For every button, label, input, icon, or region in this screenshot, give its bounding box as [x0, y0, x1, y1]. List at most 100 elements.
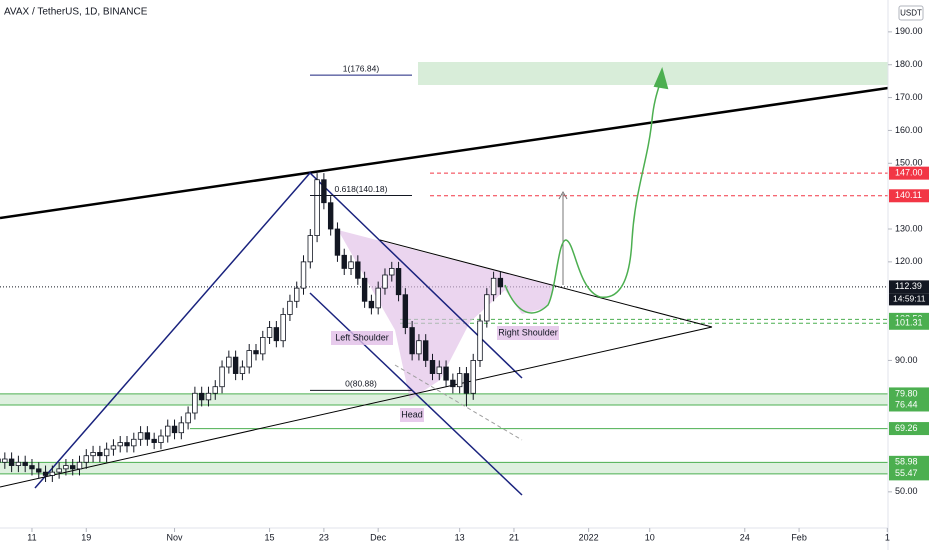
price-badge — [889, 316, 929, 330]
y-tick-label: 160.00 — [895, 125, 923, 135]
candle-body — [463, 373, 470, 394]
x-tick-label: 11 — [27, 532, 36, 542]
candle-body — [76, 461, 83, 470]
y-tick-label: 90.00 — [895, 355, 918, 365]
candle-body — [246, 350, 252, 368]
candle-body — [131, 438, 137, 447]
candle-body — [436, 366, 442, 374]
candle-body — [389, 268, 395, 276]
x-tick-label: Nov — [167, 532, 184, 542]
channel-line — [34, 171, 523, 489]
candle-body — [490, 277, 497, 296]
pattern-label-bg — [497, 326, 559, 340]
candle-body — [137, 432, 144, 440]
candle-body — [368, 300, 375, 309]
price-badge-label: 112.39 — [895, 281, 922, 291]
candle-body — [56, 468, 62, 473]
candle-body — [49, 471, 56, 476]
x-tick-label: 21 — [509, 532, 519, 542]
x-tick-label: 10 — [645, 532, 655, 542]
price-badge-label: 55.47 — [895, 468, 918, 478]
candle-body — [226, 356, 232, 368]
candle-body — [477, 320, 483, 361]
y-tick-label: 130.00 — [895, 223, 923, 233]
support-zone — [0, 393, 888, 405]
price-badge-label: 101.31 — [895, 318, 923, 328]
candle-body — [219, 366, 225, 388]
pattern-label-bg — [331, 331, 393, 345]
candle-body — [307, 235, 314, 263]
candle-body — [232, 356, 239, 374]
x-tick-label: 24 — [740, 532, 750, 542]
triangle-line — [379, 239, 713, 328]
x-tick-label: 23 — [319, 532, 329, 542]
x-tick-label: 15 — [265, 532, 275, 542]
candle-body — [22, 461, 28, 466]
x-tick-label: 2022 — [579, 532, 599, 542]
candle-body — [443, 366, 449, 381]
candle-body — [205, 392, 212, 401]
candle-body — [165, 425, 171, 437]
candle-body — [15, 461, 22, 466]
fib-label: 0(80.88) — [345, 379, 377, 389]
candle-body — [294, 287, 300, 302]
candle-body — [429, 360, 436, 374]
price-badge — [889, 280, 929, 294]
candle-body — [185, 412, 191, 424]
candle-body — [314, 179, 320, 236]
triangle-line — [0, 326, 713, 488]
x-tick-label: Dec — [370, 532, 387, 542]
candle-body — [300, 261, 307, 289]
candle-body — [124, 442, 130, 447]
price-badge — [889, 189, 929, 203]
price-badge — [889, 422, 929, 436]
y-tick-label: 50.00 — [895, 486, 918, 496]
candle-body — [83, 455, 89, 463]
price-badge-label: 79.80 — [895, 388, 918, 398]
y-tick-label: 190.00 — [895, 26, 923, 36]
chart-title: AVAX / TetherUS, 1D, BINANCE — [4, 7, 148, 18]
candle-body — [280, 314, 286, 342]
x-tick-label: 13 — [455, 532, 465, 542]
candle-body — [8, 458, 15, 466]
candle-body — [327, 202, 334, 230]
price-badge-label: 58.98 — [895, 457, 918, 467]
candle-body — [198, 392, 205, 401]
measure-arrow-head — [558, 190, 568, 200]
pattern-label: Head — [401, 409, 423, 419]
price-badge — [889, 398, 929, 412]
candle-body — [497, 277, 504, 288]
currency-box — [898, 5, 924, 21]
candle-body — [341, 254, 347, 269]
x-tick-label: 19 — [81, 532, 91, 542]
projection-path — [504, 79, 662, 314]
fib-label: 1(176.84) — [343, 63, 380, 73]
pattern-label: Right Shoulder — [498, 327, 558, 337]
candle-body — [63, 465, 69, 470]
candle-body — [171, 425, 178, 434]
y-tick-label: 180.00 — [895, 59, 923, 69]
y-tick-label: 150.00 — [895, 158, 923, 168]
candle-body — [348, 261, 354, 269]
price-badge-label: 69.26 — [895, 423, 918, 433]
candle-body — [36, 468, 42, 473]
candle-body — [42, 471, 49, 476]
candle-body — [355, 261, 361, 279]
candle-body — [470, 360, 476, 394]
candle-body — [382, 274, 388, 289]
price-badge — [889, 455, 929, 469]
candle-body — [423, 340, 429, 361]
countdown-badge — [889, 293, 929, 306]
candle-body — [395, 268, 402, 296]
candle-body — [239, 366, 246, 374]
candle-body — [260, 337, 266, 355]
x-tick-label: Feb — [791, 532, 807, 542]
candle-body — [266, 327, 273, 338]
pattern-label: Left Shoulder — [335, 332, 389, 342]
price-badge — [889, 166, 929, 180]
y-tick-label: 120.00 — [895, 256, 923, 266]
candle-body — [287, 300, 293, 315]
target-zone — [418, 62, 888, 85]
x-tick-label: 1 — [885, 532, 890, 542]
